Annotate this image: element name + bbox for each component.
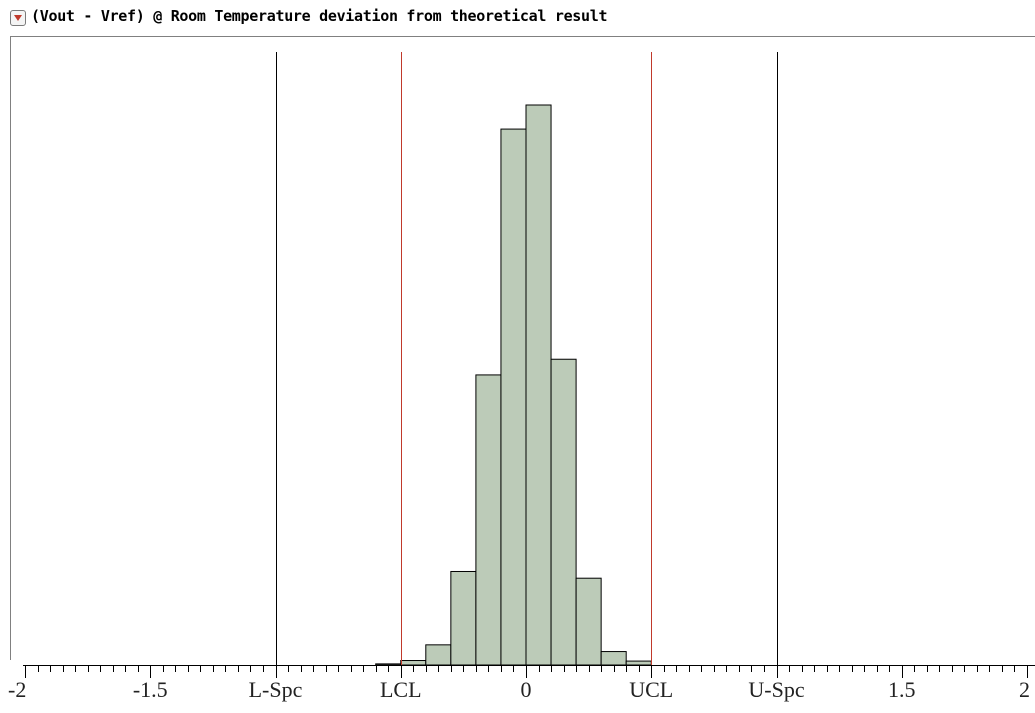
x-tick-label: -2 xyxy=(8,677,26,702)
x-tick-label: UCL xyxy=(629,677,673,702)
x-tick-labels: -2 -1.5 L-Spc LCL 0 UCL U-Spc 1.5 2 xyxy=(8,677,1030,702)
histogram-bar xyxy=(375,663,402,666)
x-tick-label: L-Spc xyxy=(249,677,303,702)
histogram-bars xyxy=(375,104,652,666)
histogram-bar xyxy=(500,128,527,666)
histogram-bar xyxy=(400,660,427,666)
x-tick-label: 1.5 xyxy=(888,677,916,702)
histogram-bar xyxy=(450,570,477,666)
x-tick-label: 0 xyxy=(521,677,532,702)
histogram-bar xyxy=(525,104,552,666)
histogram-bar xyxy=(600,651,627,666)
x-tick-label: LCL xyxy=(380,677,422,702)
plot-frame xyxy=(10,36,1035,660)
x-tick-label: 2 xyxy=(1019,677,1030,702)
histogram-bar xyxy=(425,644,452,666)
histogram-bar xyxy=(625,660,652,666)
reference-lines xyxy=(276,52,778,665)
chevron-down-icon xyxy=(14,15,22,21)
histogram-bar xyxy=(550,358,577,666)
x-tick-label: U-Spc xyxy=(748,677,804,702)
x-axis xyxy=(23,665,1035,678)
chart-header: (Vout - Vref) @ Room Temperature deviati… xyxy=(0,0,1035,34)
histogram-bar xyxy=(475,374,502,666)
histogram-bar xyxy=(575,577,602,666)
x-tick-label: -1.5 xyxy=(133,677,168,702)
dropdown-menu-button[interactable] xyxy=(10,10,26,26)
chart-title: (Vout - Vref) @ Room Temperature deviati… xyxy=(31,7,608,25)
